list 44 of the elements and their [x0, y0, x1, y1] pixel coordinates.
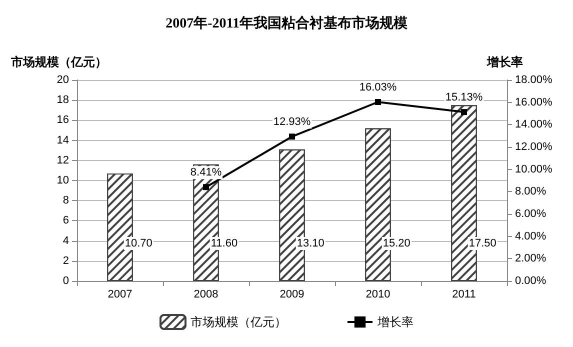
x-tick-label: 2008 [194, 288, 218, 300]
legend-label: 增长率 [376, 315, 414, 329]
point [289, 134, 295, 140]
y-tick-label: 8 [62, 194, 69, 207]
data-label: 13.10 [296, 238, 324, 250]
y2-tick-label: 18.00% [515, 74, 553, 86]
data-label: 15.20 [382, 238, 410, 250]
y-axis-title: 市场规模（亿元） [10, 55, 107, 69]
y-tick-label: 0 [62, 275, 69, 287]
y2-tick-label: 6.00% [515, 208, 546, 220]
data-label: 17.50 [468, 238, 496, 250]
y-tick-label: 10 [56, 174, 69, 186]
data-label: 15.13% [445, 92, 483, 104]
chart-title: 2007年-2011年我国粘合衬基布市场规模 [166, 14, 408, 32]
y-tick-label: 2 [62, 254, 69, 267]
data-label: 12.93% [273, 116, 311, 128]
y-tick-label: 18 [56, 94, 69, 106]
legend-label: 市场规模（亿元） [190, 315, 286, 329]
y-tick-label: 14 [56, 134, 69, 146]
point [461, 109, 467, 116]
x-tick-label: 2009 [280, 288, 304, 300]
y-tick-label: 4 [62, 234, 69, 247]
data-label: 10.70 [124, 238, 152, 250]
y2-tick-label: 4.00% [515, 230, 546, 242]
y2-axis-title: 增长率 [486, 55, 523, 69]
y2-tick-label: 10.00% [515, 163, 553, 176]
x-tick-label: 2010 [366, 288, 390, 300]
data-label: 11.60 [210, 238, 238, 250]
y2-tick-label: 14.00% [515, 118, 553, 131]
x-tick-label: 2007 [108, 288, 132, 300]
x-tick-label: 2011 [452, 288, 476, 300]
y2-tick-label: 16.00% [515, 96, 553, 108]
data-label: 8.41% [190, 166, 222, 179]
point [203, 184, 209, 190]
y2-tick-label: 12.00% [515, 141, 553, 153]
y2-tick-label: 2.00% [515, 252, 546, 265]
y2-tick-label: 8.00% [515, 186, 546, 198]
data-label: 16.03% [359, 82, 397, 94]
y2-tick-label: 0.00% [515, 275, 546, 287]
y-tick-label: 16 [56, 114, 69, 126]
y-tick-label: 6 [62, 214, 69, 227]
point [375, 99, 381, 105]
y-tick-label: 20 [56, 74, 69, 86]
y-tick-label: 12 [56, 154, 69, 166]
